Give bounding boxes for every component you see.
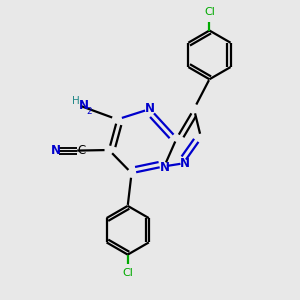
Text: H: H: [72, 96, 80, 106]
Text: Cl: Cl: [122, 268, 133, 278]
Text: N: N: [79, 99, 89, 112]
Text: N: N: [160, 161, 170, 174]
Text: Cl: Cl: [204, 7, 215, 17]
Text: N: N: [51, 144, 62, 157]
Text: 2: 2: [86, 107, 92, 116]
Text: N: N: [145, 102, 155, 115]
Text: C: C: [77, 144, 86, 157]
Text: N: N: [180, 158, 190, 170]
